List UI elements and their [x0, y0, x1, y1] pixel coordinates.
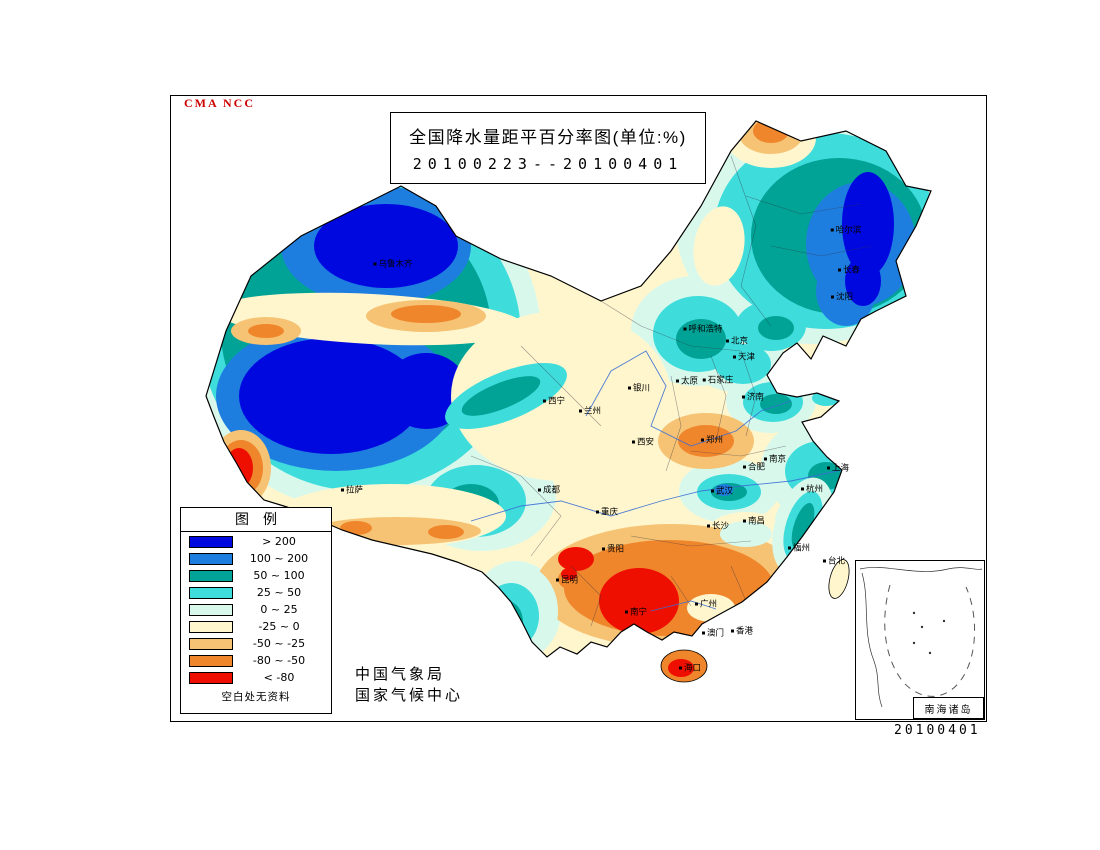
south-china-sea-inset: 南海诸岛 [855, 560, 985, 720]
legend-item: -80 ~ -50 [189, 653, 325, 668]
taiwan-island [828, 559, 850, 599]
legend-swatch [189, 637, 233, 650]
legend-item-label: 0 ~ 25 [260, 603, 298, 616]
legend-item-label: > 200 [262, 535, 296, 548]
agency-block: 中国气象局 国家气候中心 [355, 664, 463, 706]
legend-item-label: 25 ~ 50 [256, 586, 302, 599]
legend-swatch [189, 552, 233, 565]
title-box: 全国降水量距平百分率图(单位:%) 20100223--20100401 [390, 112, 706, 184]
legend-item-label: -80 ~ -50 [252, 654, 306, 667]
nine-dash-line [884, 584, 975, 697]
legend-item-label: -50 ~ -25 [252, 637, 306, 650]
legend-item: 100 ~ 200 [189, 551, 325, 566]
legend-item-label: -25 ~ 0 [258, 620, 300, 633]
legend-swatch [189, 603, 233, 616]
hainan-island [660, 649, 708, 683]
legend-swatch [189, 586, 233, 599]
agency-line1: 中国气象局 [355, 666, 446, 683]
inset-map [859, 567, 983, 708]
legend-no-data-note: 空白处无资料 [221, 691, 291, 703]
map-date-range: 20100223--20100401 [412, 155, 684, 173]
legend-item: -25 ~ 0 [189, 619, 325, 634]
legend-item: 50 ~ 100 [189, 568, 325, 583]
legend-item-label: 100 ~ 200 [249, 552, 309, 565]
island-dots [912, 611, 946, 655]
agency-line2: 国家气候中心 [355, 687, 464, 704]
legend-item: < -80 [189, 670, 325, 685]
legend-item: > 200 [189, 534, 325, 549]
legend-item-label: 50 ~ 100 [253, 569, 305, 582]
legend-swatch [189, 671, 233, 684]
legend-swatch [189, 654, 233, 667]
china-outline [205, 120, 932, 658]
inset-label: 南海诸岛 [913, 697, 984, 719]
legend-item-label: < -80 [263, 671, 295, 684]
legend-swatch [189, 569, 233, 582]
legend-item: 25 ~ 50 [189, 585, 325, 600]
legend-swatch [189, 535, 233, 548]
legend-item: -50 ~ -25 [189, 636, 325, 651]
rivers [470, 350, 843, 612]
legend-item: 0 ~ 25 [189, 602, 325, 617]
legend-swatch [189, 620, 233, 633]
legend: 图 例 > 200 100 ~ 200 50 ~ 100 25 ~ 50 0 ~ 25 -… [180, 507, 332, 714]
date-stamp: 20100401 [894, 723, 981, 738]
legend-items: > 200 100 ~ 200 50 ~ 100 25 ~ 50 0 ~ 25 -25 ~… [181, 534, 331, 685]
map-title: 全国降水量距平百分率图(单位:%) [409, 128, 687, 147]
cma-ncc-watermark: CMA NCC [184, 96, 255, 110]
legend-title: 图 例 [181, 508, 331, 532]
